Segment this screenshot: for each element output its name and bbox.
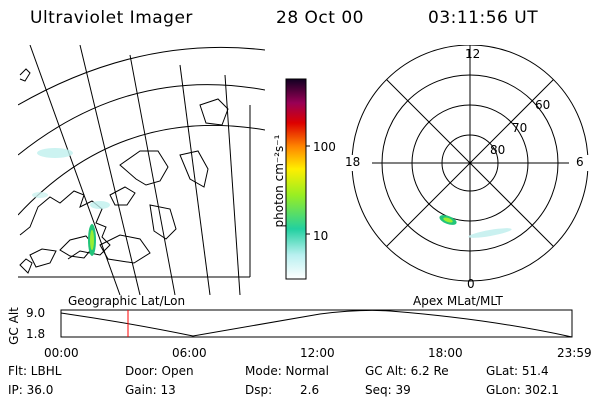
coastline <box>149 204 177 240</box>
colorbar-tick-100: 100 <box>313 140 336 154</box>
glon-readout: GLon: 302.1 <box>486 383 559 397</box>
coastline <box>119 150 169 186</box>
color-scale-bar <box>285 78 307 280</box>
longitude-line <box>29 45 121 295</box>
mlat-label-70: 70 <box>512 121 528 135</box>
mlt-label-18: 18 <box>345 155 361 169</box>
timeline-xtick: 06:00 <box>172 346 207 360</box>
coastline <box>19 68 31 82</box>
image-date: 28 Oct 00 <box>276 8 364 28</box>
latitude-line <box>18 124 265 216</box>
coastline <box>99 234 151 264</box>
timeline-ytick-9: 9.0 <box>26 306 46 320</box>
longitude-line <box>179 64 211 295</box>
label-mask <box>348 155 372 171</box>
mlat-label-60: 60 <box>535 98 551 112</box>
polar-plot <box>348 45 593 282</box>
timeline-xtick: 00:00 <box>44 346 79 360</box>
latitude-line <box>18 84 265 156</box>
ip-readout: IP: 36.0 <box>8 383 54 397</box>
seq-readout: Seq: 39 <box>365 383 411 397</box>
mlt-label-12: 12 <box>465 47 481 61</box>
image-time: 03:11:56 UT <box>428 8 539 28</box>
timeline-frame <box>60 309 573 338</box>
mode-readout: Mode: Normal <box>245 364 329 378</box>
gc-alt-readout: GC Alt: 6.2 Re <box>365 364 449 378</box>
door-readout: Door: Open <box>125 364 194 378</box>
altitude-timeline <box>60 309 573 338</box>
timeline-xtick: 12:00 <box>300 346 335 360</box>
timeline-xtick: 18:00 <box>428 346 463 360</box>
polar-meridian <box>386 79 554 247</box>
dsp-label: Dsp: <box>245 383 273 397</box>
coastline <box>19 190 111 260</box>
longitude-line <box>129 54 176 295</box>
altitude-curve <box>60 309 573 338</box>
color-scale <box>285 78 310 280</box>
coastline <box>19 258 33 274</box>
timeline-ytick-1.8: 1.8 <box>26 327 46 341</box>
coastline <box>199 98 229 126</box>
colorbar-units-label: photon cm⁻²s⁻¹ <box>272 134 286 228</box>
aurora-emission <box>32 148 110 256</box>
coastline <box>109 186 136 206</box>
geographic-caption: Geographic Lat/Lon <box>68 294 186 308</box>
geographic-map <box>18 45 265 295</box>
timeline-axis-label: GC Alt <box>7 307 21 345</box>
polar-aurora <box>439 215 512 238</box>
colorbar-tick-10: 10 <box>313 229 329 243</box>
coastline <box>29 248 57 268</box>
coastline <box>179 150 209 188</box>
mlt-label-0: 0 <box>467 277 475 291</box>
dsp-value: 2.6 <box>300 383 320 397</box>
latitude-line <box>18 46 265 106</box>
longitude-line <box>79 45 141 295</box>
filter-readout: Flt: LBHL <box>8 364 62 378</box>
instrument-title: Ultraviolet Imager <box>30 8 193 28</box>
mlt-label-6: 6 <box>576 155 584 169</box>
label-mask <box>569 155 593 171</box>
mlat-label-80: 80 <box>490 143 506 157</box>
glat-readout: GLat: 51.4 <box>486 364 549 378</box>
apex-caption: Apex MLat/MLT <box>413 294 503 308</box>
timeline-xtick: 23:59 <box>557 346 592 360</box>
gain-readout: Gain: 13 <box>125 383 176 397</box>
